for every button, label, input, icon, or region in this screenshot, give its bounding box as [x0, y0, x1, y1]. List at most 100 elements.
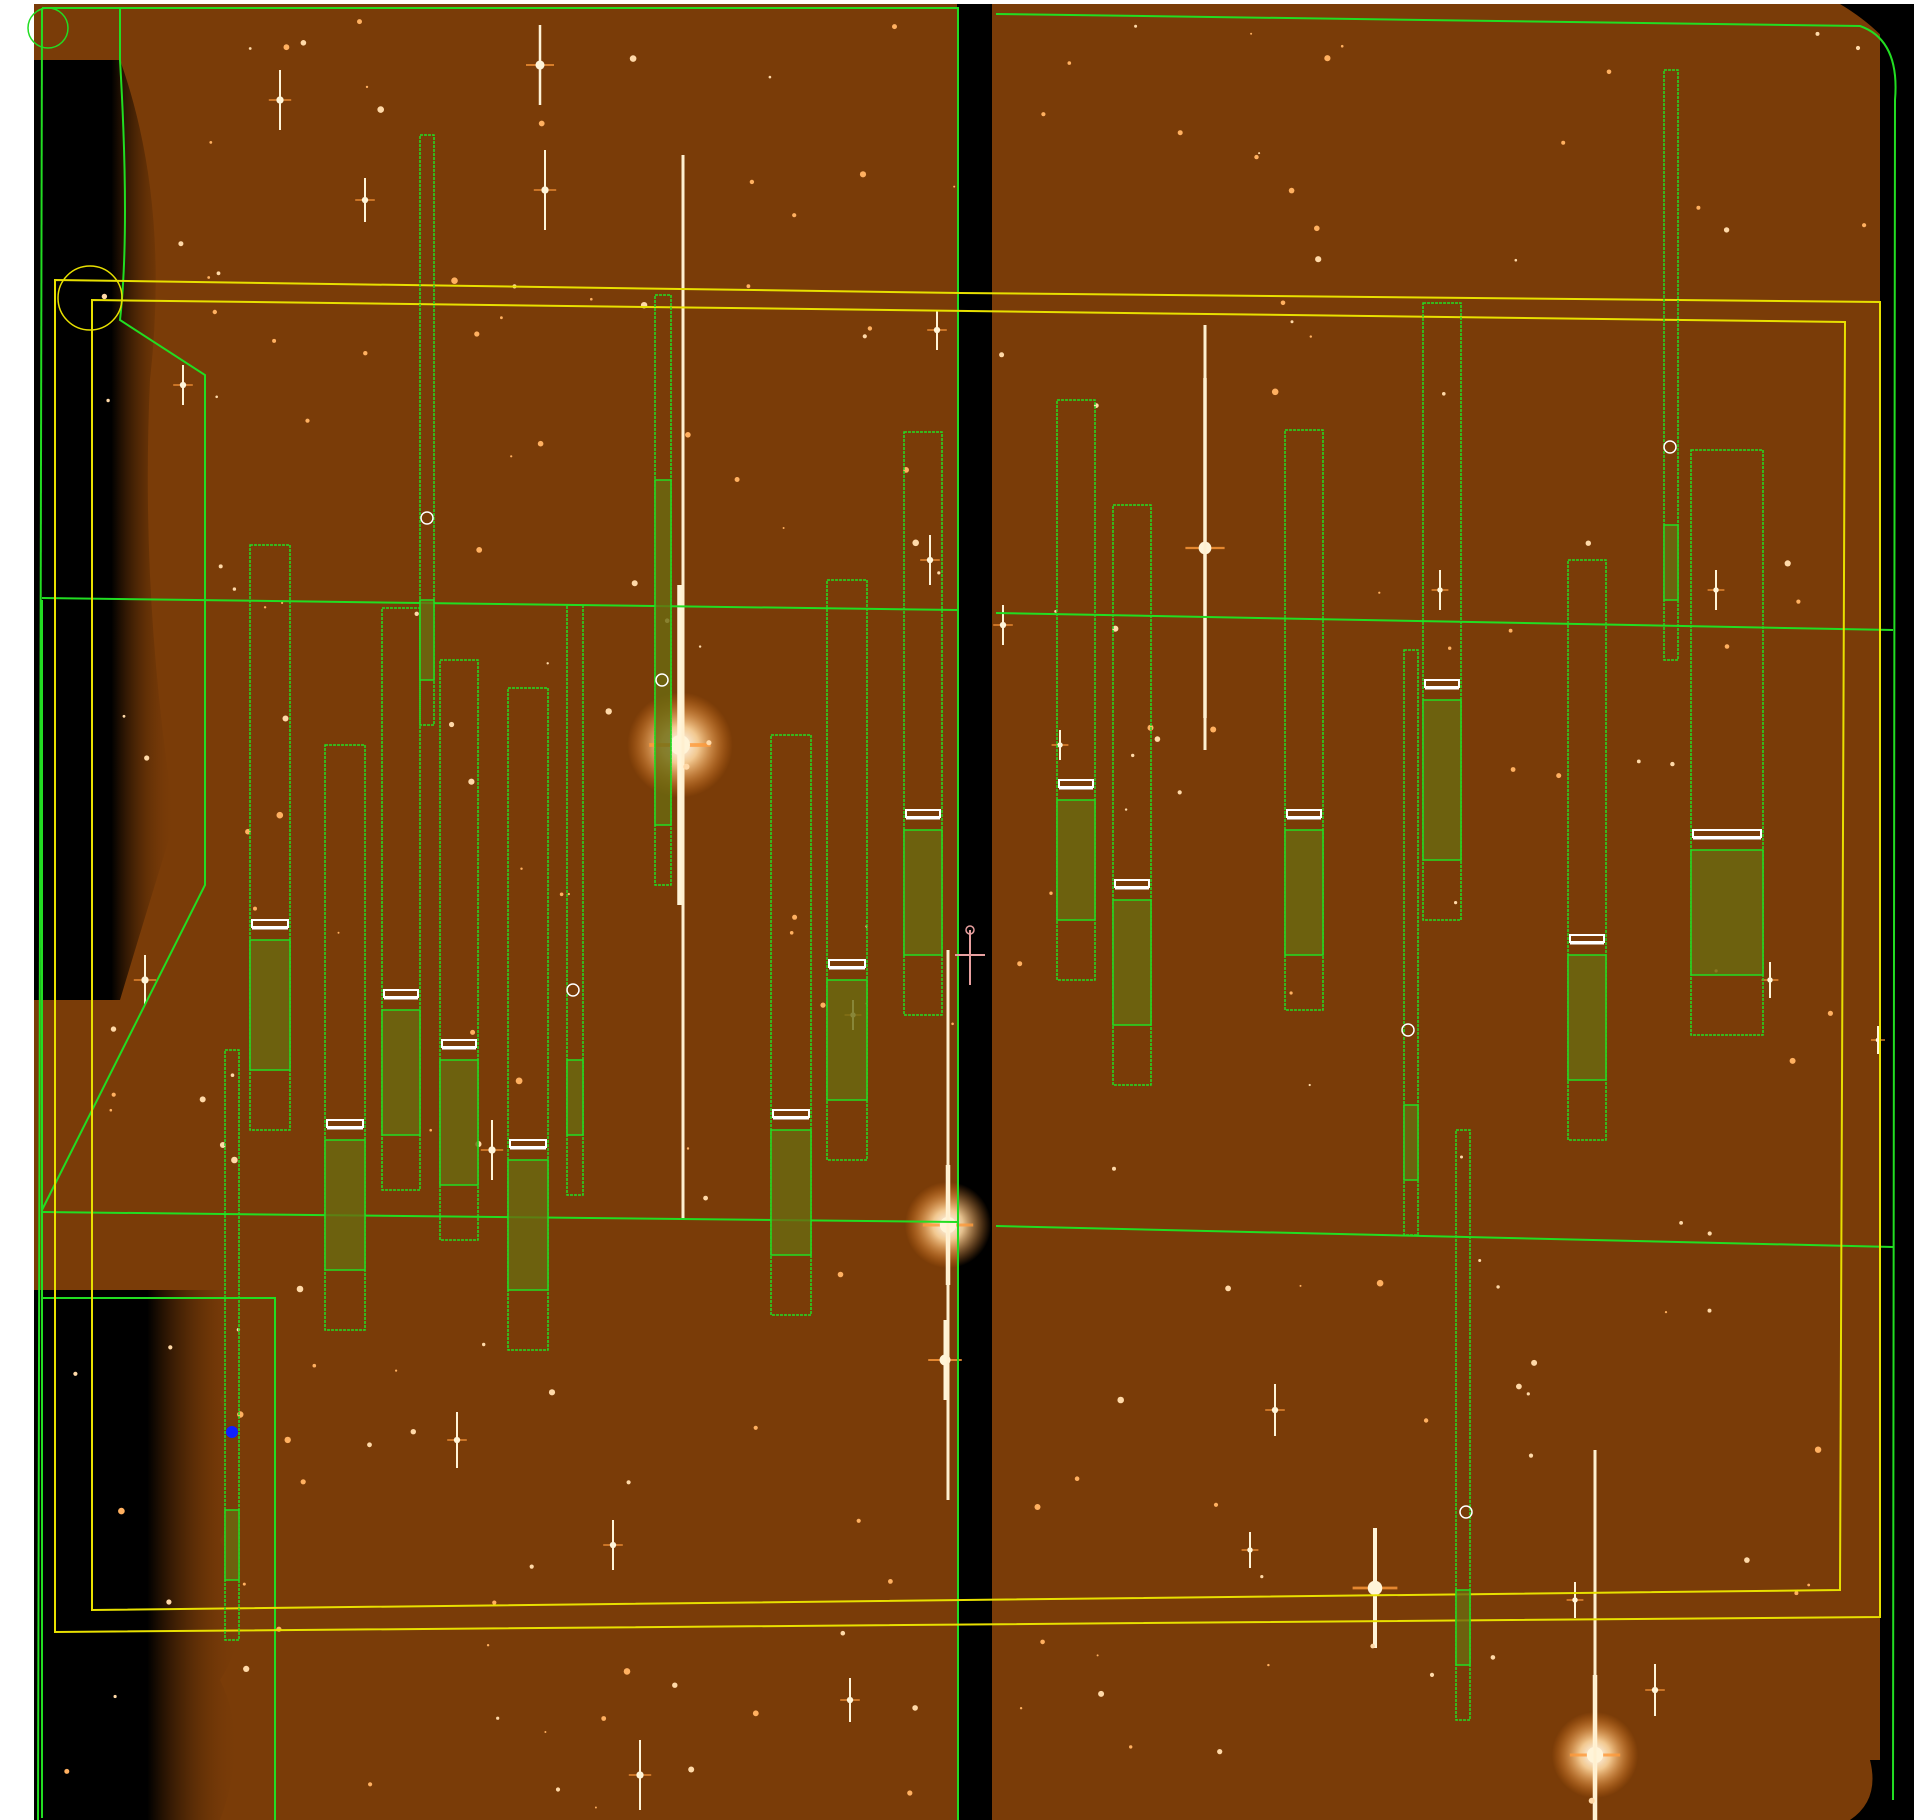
star-icon — [746, 284, 751, 289]
slit-rectangle-icon[interactable] — [1663, 69, 1679, 661]
ccd-left-edge — [37, 7, 43, 1820]
star-icon — [468, 778, 475, 785]
slit-rectangle-icon[interactable] — [249, 544, 291, 1131]
star-icon — [1855, 45, 1861, 51]
star-icon — [1431, 570, 1449, 610]
star-icon — [1250, 32, 1253, 35]
star-icon — [1051, 730, 1069, 760]
star-icon — [1561, 140, 1566, 145]
star-icon — [912, 1705, 918, 1711]
star-icon — [212, 309, 217, 315]
star-icon — [1526, 1392, 1530, 1396]
slit-rectangle-icon[interactable] — [654, 294, 672, 886]
slit-rectangle-icon[interactable] — [1422, 302, 1462, 921]
star-icon — [862, 334, 867, 339]
star-icon — [1514, 258, 1518, 262]
star-icon — [698, 645, 702, 648]
star-icon — [1664, 1311, 1668, 1314]
star-icon — [242, 1582, 246, 1586]
star-icon — [207, 276, 211, 279]
star-icon — [1225, 1285, 1231, 1292]
target-circle-icon[interactable] — [655, 673, 669, 687]
star-icon — [1636, 759, 1641, 764]
slit-rectangle-icon[interactable] — [419, 134, 435, 726]
star-icon — [1516, 1383, 1522, 1390]
star-icon — [216, 271, 221, 276]
slit-rectangle-icon[interactable] — [1112, 504, 1152, 1086]
star-icon — [888, 1579, 893, 1584]
star-icon — [937, 571, 941, 575]
star-icon — [629, 55, 637, 62]
star-icon — [1862, 223, 1867, 228]
target-circle-icon[interactable] — [420, 511, 434, 525]
star-icon — [601, 1716, 607, 1721]
star-icon — [1423, 1418, 1429, 1423]
slit-rectangle-icon[interactable] — [224, 1049, 240, 1641]
star-icon — [496, 1716, 500, 1720]
guide-region-outline — [42, 1297, 276, 1820]
star-icon — [1117, 1396, 1124, 1404]
star-icon — [106, 398, 110, 403]
slit-rectangle-icon[interactable] — [507, 687, 549, 1351]
selected-object-marker[interactable] — [226, 1426, 238, 1438]
star-icon — [248, 47, 252, 50]
star-icon — [1588, 1797, 1595, 1804]
star-icon — [73, 1371, 78, 1376]
star-icon — [856, 1518, 861, 1523]
star-icon — [482, 1342, 486, 1347]
star-icon — [1442, 392, 1446, 396]
slit-rectangle-icon[interactable] — [770, 734, 812, 1316]
slit-rectangle-icon[interactable] — [1455, 1129, 1471, 1721]
star-icon — [1448, 646, 1452, 650]
target-circle-icon[interactable] — [1401, 1023, 1415, 1037]
star-icon — [1309, 335, 1313, 338]
slit-rectangle-icon[interactable] — [1567, 559, 1607, 1141]
star-icon — [1707, 1231, 1712, 1236]
star-icon — [544, 1731, 547, 1733]
star-icon — [626, 1480, 631, 1485]
target-circle-icon[interactable] — [27, 7, 69, 49]
target-circle-icon[interactable] — [1459, 1505, 1473, 1519]
slit-rectangle-icon[interactable] — [324, 744, 366, 1331]
star-icon — [768, 75, 772, 79]
crosshair-icon[interactable] — [955, 925, 985, 985]
star-icon — [414, 611, 419, 616]
field-of-view-inner[interactable] — [91, 298, 1847, 1612]
star-icon — [113, 1694, 117, 1699]
star-icon — [253, 906, 257, 911]
slit-rectangle-icon[interactable] — [1403, 649, 1419, 1236]
star-icon — [1017, 961, 1023, 967]
slit-rectangle-icon[interactable] — [439, 659, 479, 1241]
target-circle-icon[interactable] — [566, 983, 580, 997]
star-icon — [1098, 1690, 1105, 1697]
star-icon — [993, 605, 1013, 645]
star-icon — [218, 564, 223, 569]
target-circle-icon[interactable] — [57, 265, 123, 331]
star-icon — [282, 715, 289, 722]
star-icon — [1067, 61, 1072, 65]
star-icon — [627, 585, 733, 905]
slit-rectangle-icon[interactable] — [903, 431, 943, 1016]
slit-rectangle-icon[interactable] — [1056, 399, 1096, 981]
star-icon — [451, 277, 458, 285]
star-icon — [1074, 1476, 1080, 1481]
star-icon — [1566, 1582, 1584, 1618]
star-icon — [567, 892, 570, 896]
target-circle-icon[interactable] — [1663, 440, 1677, 454]
slit-rectangle-icon[interactable] — [1284, 429, 1324, 1011]
star-icon — [1124, 808, 1128, 811]
star-icon — [1723, 227, 1730, 233]
star-icon — [683, 763, 690, 770]
slit-rectangle-icon[interactable] — [1690, 449, 1764, 1036]
slit-rectangle-icon[interactable] — [566, 604, 584, 1196]
slit-rectangle-icon[interactable] — [381, 607, 421, 1191]
field-of-view-outer[interactable] — [54, 278, 1881, 1634]
slit-rectangle-icon[interactable] — [826, 579, 868, 1161]
star-icon — [118, 1507, 125, 1515]
star-icon — [867, 326, 873, 331]
star-icon — [480, 1120, 504, 1180]
star-icon — [1112, 1166, 1116, 1171]
star-icon — [1814, 1446, 1822, 1453]
star-icon — [515, 1077, 523, 1085]
star-icon — [510, 455, 513, 458]
